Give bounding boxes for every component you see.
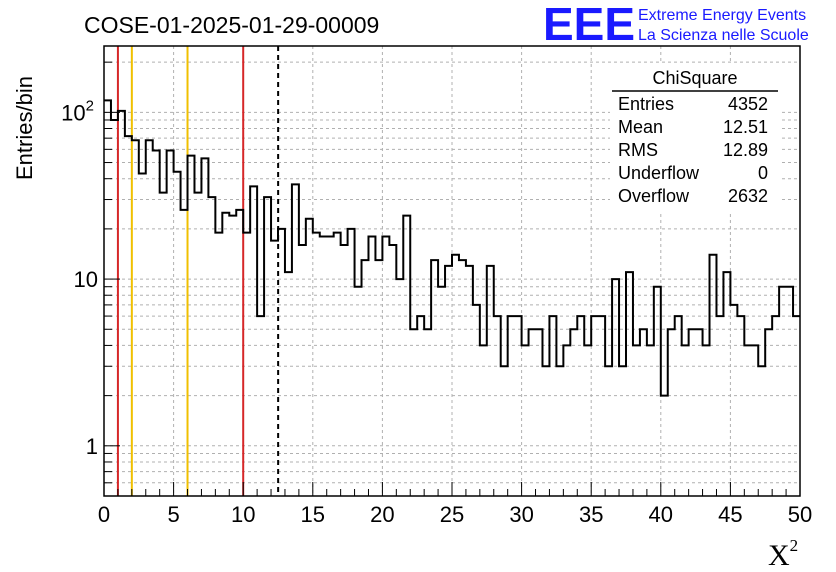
y-tick-label: 1 [86, 434, 98, 459]
y-tick-label: 10 [74, 267, 98, 292]
x-tick-label: 0 [98, 502, 110, 527]
x-tick-label: 20 [370, 502, 394, 527]
x-tick-label: 30 [509, 502, 533, 527]
grid [104, 46, 800, 496]
eee-logo-line1: Extreme Energy Events [638, 7, 806, 24]
x-tick-label: 5 [167, 502, 179, 527]
x-tick-label: 50 [788, 502, 812, 527]
stats-row-value: 12.51 [723, 117, 768, 137]
x-tick-label: 40 [649, 502, 673, 527]
stats-row-label: Entries [618, 94, 674, 114]
x-axis-title: X2 [768, 536, 798, 572]
x-tick-label: 10 [231, 502, 255, 527]
eee-logo-mark: EEE [543, 0, 635, 50]
histogram-series [104, 99, 800, 397]
stats-row-value: 12.89 [723, 140, 768, 160]
reference-lines [116, 46, 280, 496]
chart-title: COSE-01-2025-01-29-00009 [84, 12, 379, 38]
stats-row-value: 2632 [728, 186, 768, 206]
stats-row-value: 4352 [728, 94, 768, 114]
x-tick-label: 15 [301, 502, 325, 527]
eee-logo-line2: La Scienza nelle Scuole [638, 27, 809, 44]
y-axis-title: Entries/bin [12, 76, 37, 180]
stats-row-label: Overflow [618, 186, 690, 206]
x-tick-label: 45 [718, 502, 742, 527]
x-tick-label: 35 [579, 502, 603, 527]
stats-row-label: RMS [618, 140, 658, 160]
x-tick-label: 25 [440, 502, 464, 527]
y-tick-label: 102 [61, 97, 94, 125]
stats-row-label: Mean [618, 117, 663, 137]
stats-row-value: 0 [758, 163, 768, 183]
y-axis: 102 10 1 [61, 61, 120, 497]
stats-row-label: Underflow [618, 163, 700, 183]
stats-box: ChiSquare Entries 4352 Mean 12.51 RMS 12.89 Un… [610, 64, 780, 212]
stats-title: ChiSquare [652, 68, 737, 88]
x-axis: 0 5 10 15 20 25 30 35 40 45 50 [98, 482, 812, 527]
eee-logo: EEE Extreme Energy Events La Scienza nel… [543, 0, 809, 50]
